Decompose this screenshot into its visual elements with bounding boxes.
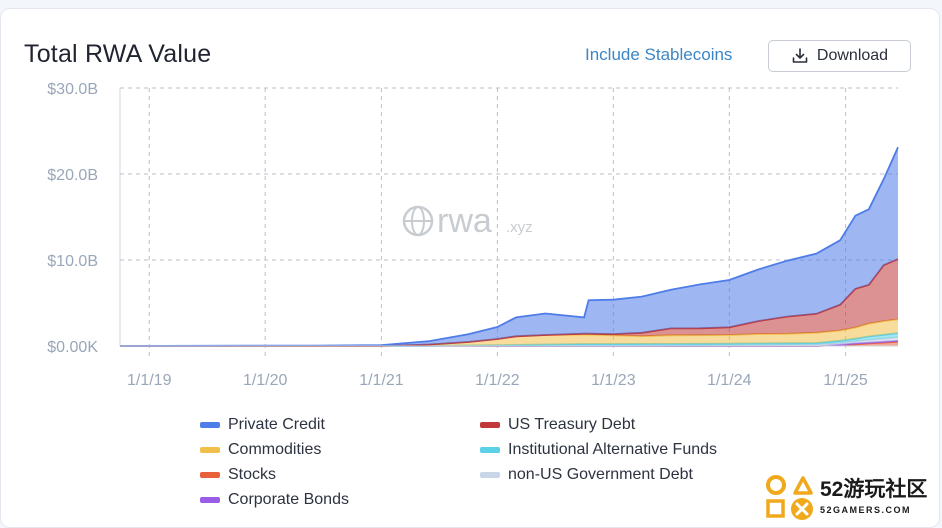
- legend-item-non-us-government-debt[interactable]: non-US Government Debt: [480, 466, 693, 484]
- legend-item-institutional-alternative-funds[interactable]: Institutional Alternative Funds: [480, 441, 717, 459]
- area-commodities: [120, 319, 898, 346]
- include-stablecoins-toggle[interactable]: Include Stablecoins: [585, 45, 733, 64]
- legend-item-corporate-bonds[interactable]: Corporate Bonds: [200, 491, 349, 509]
- gamepad-symbols-icon: [764, 471, 814, 521]
- branding-sub-text: 52GAMERS.COM: [820, 504, 912, 515]
- area-private-credit: [120, 147, 898, 346]
- branding-main-text: 52游玩社区: [820, 477, 928, 501]
- x-tick-label: 1/1/20: [243, 372, 288, 389]
- legend-label: Commodities: [228, 441, 322, 458]
- legend-swatch: [480, 447, 500, 453]
- line-private-credit: [119, 146, 899, 347]
- x-tick-label: 1/1/19: [127, 372, 172, 389]
- watermark-brand: rwa: [437, 202, 492, 240]
- x-tick-label: 1/1/25: [823, 372, 868, 389]
- site-branding: 52游玩社区 52GAMERS.COM: [764, 468, 940, 524]
- legend-label: non-US Government Debt: [508, 466, 693, 483]
- x-tick-label: 1/1/23: [591, 372, 636, 389]
- x-tick-label: 1/1/21: [359, 372, 404, 389]
- legend-label: Corporate Bonds: [228, 491, 349, 508]
- legend-swatch: [200, 447, 220, 453]
- legend-swatch: [480, 472, 500, 478]
- download-icon: [791, 47, 809, 65]
- y-tick-label: $20.0B: [47, 167, 98, 184]
- legend-label: Private Credit: [228, 416, 325, 433]
- legend-swatch: [200, 497, 220, 503]
- legend-item-us-treasury-debt[interactable]: US Treasury Debt: [480, 416, 635, 434]
- download-button[interactable]: Download: [768, 40, 911, 72]
- legend-item-commodities[interactable]: Commodities: [200, 441, 321, 459]
- watermark: rwa .xyz: [402, 202, 533, 240]
- y-tick-label: $10.0B: [47, 253, 98, 270]
- rwa-area-chart: $0.00K $10.0B $20.0B $30.0B 1/1/19 1/1/20 1/1/…: [47, 81, 899, 389]
- watermark-suffix: .xyz: [506, 219, 533, 236]
- legend-label: Institutional Alternative Funds: [508, 441, 718, 458]
- legend-swatch: [200, 422, 220, 428]
- download-label: Download: [816, 47, 889, 64]
- globe-icon: [402, 205, 434, 237]
- legend-label: Stocks: [228, 466, 277, 483]
- legend-item-private-credit[interactable]: Private Credit: [200, 416, 325, 434]
- legend-item-stocks[interactable]: Stocks: [200, 466, 276, 484]
- x-tick-label: 1/1/22: [475, 372, 520, 389]
- legend-label: US Treasury Debt: [508, 416, 636, 433]
- chart-title: Total RWA Value: [24, 40, 212, 68]
- legend-swatch: [200, 472, 220, 478]
- legend-swatch: [480, 422, 500, 428]
- x-tick-label: 1/1/24: [707, 372, 752, 389]
- y-tick-label: $30.0B: [47, 81, 98, 98]
- y-tick-label: $0.00K: [47, 339, 98, 356]
